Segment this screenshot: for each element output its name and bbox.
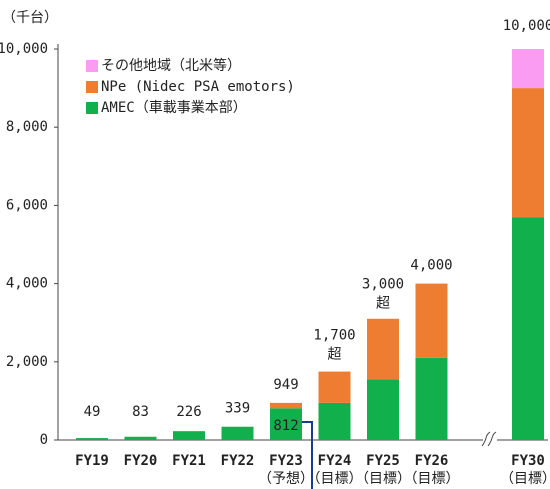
- category-note: （目標）: [307, 471, 363, 487]
- total-label: 4,000: [410, 258, 452, 274]
- legend-label: AMEC（車載事業本部）: [101, 99, 247, 116]
- unit-label: （千台）: [2, 10, 58, 26]
- category-note: （予想）: [258, 471, 314, 487]
- total-label: 3,000: [362, 277, 404, 293]
- x-tick-label: FY25: [366, 453, 400, 469]
- x-tick-label: FY21: [172, 453, 206, 469]
- legend-swatch: [86, 102, 98, 114]
- axis-break: [481, 431, 497, 447]
- y-tick-label: 8,000: [6, 119, 48, 135]
- total-label: 1,700: [313, 328, 355, 344]
- bar-segment: [318, 371, 351, 403]
- x-tick-label: FY24: [318, 453, 352, 469]
- y-tick-label: 6,000: [6, 197, 48, 213]
- bar-segment: [512, 217, 544, 440]
- total-label: 226: [176, 404, 201, 420]
- bar-segment: [367, 318, 399, 380]
- value-label: 812: [273, 418, 298, 434]
- bar-segment: [173, 431, 205, 440]
- y-tick-label: 0: [40, 432, 48, 448]
- legend-label: その他地域（北米等）: [101, 57, 241, 74]
- x-tick-label: FY23: [269, 453, 303, 469]
- bar-segment: [415, 357, 448, 440]
- callout-line: [300, 421, 313, 489]
- bar-segment: [512, 88, 544, 218]
- bar-segment: [221, 426, 254, 440]
- bar-segment: [367, 379, 399, 440]
- legend-swatch: [86, 81, 98, 93]
- category-note: （目標）: [404, 471, 460, 487]
- x-tick-label: FY19: [75, 453, 109, 469]
- total-label: 49: [84, 404, 101, 420]
- y-tick-label: 4,000: [6, 276, 48, 292]
- bar-segment: [512, 49, 544, 89]
- total-label: 339: [225, 401, 250, 417]
- bar-segment: [270, 402, 302, 409]
- bar-segment: [124, 436, 157, 440]
- x-tick-label: FY26: [415, 453, 449, 469]
- total-note: 超: [328, 347, 342, 363]
- bar-segment: [270, 408, 302, 440]
- total-label: 10,000: [503, 18, 550, 34]
- x-tick-label: FY20: [124, 453, 158, 469]
- bar-segment: [415, 283, 448, 358]
- category-note: （目標）: [500, 471, 550, 487]
- total-note: 超: [376, 296, 390, 312]
- total-label: 83: [132, 404, 149, 420]
- bar-segment: [318, 402, 351, 440]
- y-tick-label: 10,000: [0, 41, 48, 57]
- legend-swatch: [86, 60, 98, 72]
- category-note: （目標）: [355, 471, 411, 487]
- x-tick-label: FY22: [221, 453, 255, 469]
- x-tick-label: FY30: [511, 453, 545, 469]
- bar-segment: [76, 438, 108, 440]
- legend-label: NPe (Nidec PSA emotors): [101, 79, 295, 95]
- y-tick-label: 2,000: [6, 354, 48, 370]
- total-label: 949: [273, 377, 298, 393]
